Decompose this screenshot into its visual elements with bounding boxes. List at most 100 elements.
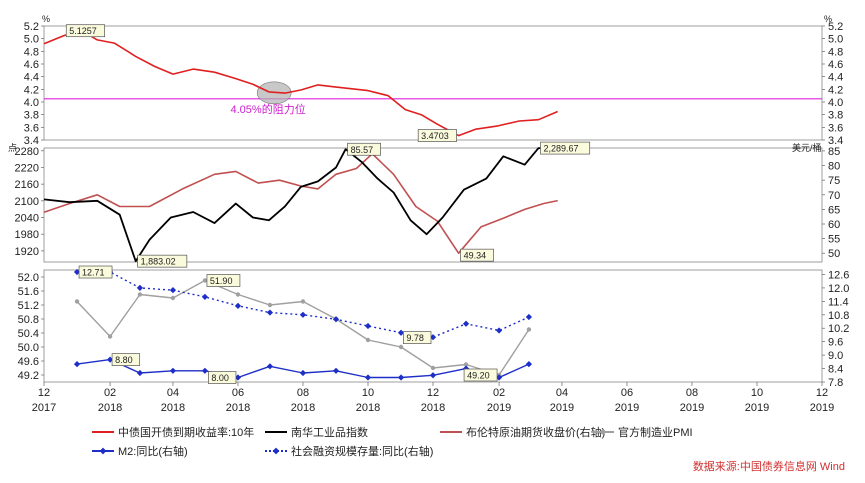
y-tick-label: 5.0 (828, 34, 843, 46)
x-tick-month: 08 (686, 387, 698, 399)
data-label-box (460, 248, 494, 262)
y-tick-label: 65 (828, 204, 840, 216)
series-line (43, 29, 559, 137)
x-tick-month: 02 (493, 387, 505, 399)
data-label: 3.4703 (421, 131, 449, 141)
y-tick-label: 1920 (15, 246, 39, 258)
x-tick-year: 2019 (487, 402, 511, 414)
y-tick-label: 4.6 (24, 59, 39, 71)
data-point (267, 302, 273, 308)
data-point (525, 360, 533, 368)
y-tick-label: 12.0 (828, 283, 849, 295)
data-label: 12.71 (82, 268, 105, 278)
y-tick-label: 4.6 (828, 59, 843, 71)
x-tick-year: 2019 (680, 402, 704, 414)
data-label-box (65, 24, 105, 38)
y-tick-label: 50.4 (18, 328, 39, 340)
y-tick-label: 4.0 (828, 97, 843, 109)
y-tick-label: 75 (828, 175, 840, 187)
y-tick-label: 70 (828, 190, 840, 202)
data-point (136, 369, 144, 377)
y-tick-label: 51.2 (18, 300, 39, 312)
legend-label: 南华工业品指数 (291, 425, 368, 439)
x-tick-month: 12 (38, 387, 50, 399)
data-point (201, 367, 209, 374)
y-tick-label: 5.2 (24, 21, 39, 33)
data-label: 1,883.02 (141, 257, 176, 267)
data-label: 8.80 (115, 355, 133, 365)
data-point (364, 322, 372, 330)
data-point (107, 334, 113, 339)
data-point (365, 337, 371, 343)
y-tick-label: 4.0 (24, 97, 39, 109)
data-label-box (78, 265, 113, 279)
data-point (397, 374, 405, 381)
y-tick-label: 2220 (15, 162, 39, 174)
panel-frame (43, 269, 823, 383)
data-point (462, 320, 470, 327)
legend-label: 中债国开债到期收益率:10年 (118, 425, 254, 439)
data-point (266, 363, 274, 370)
data-label-box (208, 371, 237, 384)
y-tick-label: 50 (828, 248, 840, 260)
data-point (526, 327, 532, 332)
x-tick-year: 2019 (745, 402, 769, 414)
data-label-box (417, 129, 457, 142)
data-point (364, 374, 372, 381)
y-tick-label: 11.4 (828, 296, 849, 308)
source-note: 数据来源:中国债券信息网 Wind (693, 459, 845, 473)
x-tick-year: 2019 (550, 402, 574, 414)
data-point (234, 302, 242, 309)
y-tick-label: 2160 (15, 179, 39, 191)
y-tick-label: 10.8 (828, 310, 849, 322)
y-tick-label: 52.0 (18, 272, 39, 284)
legend-marker (600, 429, 606, 435)
data-point (73, 360, 81, 368)
data-point (300, 299, 306, 304)
y-tick-label: 2280 (15, 146, 39, 158)
unit-label: % (42, 14, 50, 24)
y-tick-label: 5.2 (828, 21, 843, 33)
y-tick-label: 5.0 (24, 34, 39, 46)
panel-frame (43, 25, 823, 141)
resistance-annotation: 4.05%的阻力位 (231, 102, 306, 116)
data-point (74, 299, 80, 304)
y-tick-label: 9.6 (828, 337, 843, 349)
data-point (430, 365, 436, 371)
data-label-box (347, 142, 381, 156)
data-point (398, 344, 404, 350)
y-tick-label: 7.8 (828, 377, 843, 389)
y-tick-label: 2100 (15, 196, 39, 208)
y-tick-label: 51.6 (18, 286, 39, 298)
data-label: 85.57 (351, 145, 374, 155)
data-point (332, 367, 340, 374)
panel-frame (43, 147, 823, 263)
y-tick-label: 50.0 (18, 342, 39, 354)
y-tick-label: 55 (828, 234, 840, 246)
y-tick-label: 3.4 (828, 135, 843, 147)
y-tick-label: 10.2 (828, 323, 849, 335)
y-tick-label: 49.6 (18, 356, 39, 368)
data-point (495, 327, 503, 334)
legend-marker (272, 447, 280, 455)
legend-label: 社会融资规模存量:同比(右轴) (291, 444, 433, 458)
data-point (495, 374, 503, 381)
data-label-box (403, 331, 432, 344)
y-tick-label: 3.4 (24, 135, 39, 147)
x-tick-month: 12 (816, 387, 828, 399)
legend-marker (99, 447, 107, 455)
legend-label: 布伦特原油期货收盘价(右轴) (466, 425, 605, 439)
data-label-box (137, 254, 188, 268)
x-tick-month: 06 (621, 387, 633, 399)
data-point (429, 372, 437, 379)
y-tick-label: 4.2 (828, 84, 843, 96)
data-label: 49.20 (467, 371, 490, 381)
data-point (137, 292, 143, 297)
y-tick-label: 4.8 (828, 46, 843, 58)
x-tick-year: 2018 (161, 402, 185, 414)
data-point (169, 287, 177, 294)
data-label: 51.90 (210, 276, 233, 286)
x-tick-year: 2018 (356, 402, 380, 414)
y-tick-label: 3.6 (828, 122, 843, 134)
